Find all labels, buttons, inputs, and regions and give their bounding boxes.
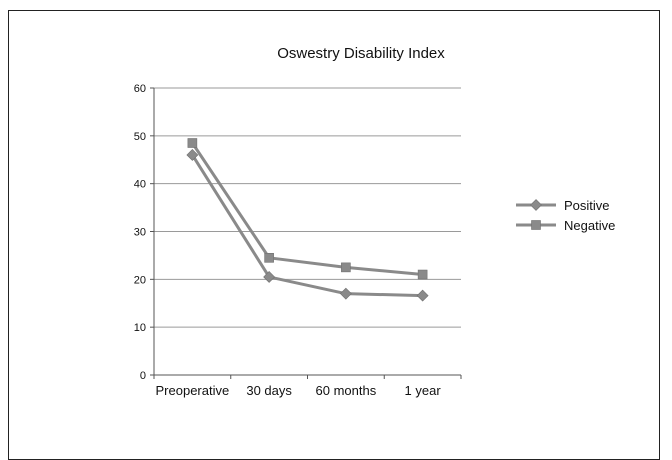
x-tick-label: Preoperative <box>156 383 230 398</box>
data-point-negative <box>417 269 428 280</box>
data-point-positive <box>186 149 199 161</box>
data-point-negative <box>264 253 274 263</box>
series-group <box>186 138 429 302</box>
legend-marker-square <box>531 220 541 230</box>
y-tick-label: 30 <box>134 227 146 239</box>
legend-marker-diamond <box>530 199 542 211</box>
line-chart: Oswestry Disability Index 0 10 20 30 40 50 60 … <box>134 45 616 398</box>
y-tick-label: 50 <box>134 131 146 143</box>
data-point-negative <box>187 138 198 148</box>
y-axis-ticks: 0 10 20 30 40 50 60 <box>134 83 154 382</box>
series-positive <box>186 149 429 302</box>
y-tick-label: 40 <box>134 179 146 191</box>
x-tick-label: 60 months <box>316 383 377 398</box>
gridlines <box>154 87 461 328</box>
x-tick-label: 30 days <box>246 383 292 398</box>
data-point-positive <box>339 287 352 300</box>
y-tick-label: 0 <box>140 370 146 382</box>
y-tick-label: 10 <box>134 322 146 334</box>
legend-label: Positive <box>564 198 610 213</box>
legend-label: Negative <box>564 218 615 233</box>
y-tick-label: 20 <box>134 274 146 286</box>
series-line-positive <box>191 154 423 298</box>
chart-title: Oswestry Disability Index <box>277 45 445 62</box>
legend: Positive Negative <box>516 198 615 233</box>
legend-item-positive: Positive <box>516 198 610 213</box>
series-line-negative <box>191 142 423 277</box>
data-point-positive <box>263 271 276 283</box>
data-point-negative <box>341 262 351 273</box>
y-tick-label: 60 <box>134 83 146 95</box>
x-tick-label: 1 year <box>405 383 442 398</box>
legend-item-negative: Negative <box>516 218 615 233</box>
chart-frame <box>8 10 660 460</box>
series-negative <box>187 138 428 280</box>
data-point-positive <box>416 289 429 302</box>
x-axis-ticks: Preoperative 30 days 60 months 1 year <box>153 375 462 398</box>
